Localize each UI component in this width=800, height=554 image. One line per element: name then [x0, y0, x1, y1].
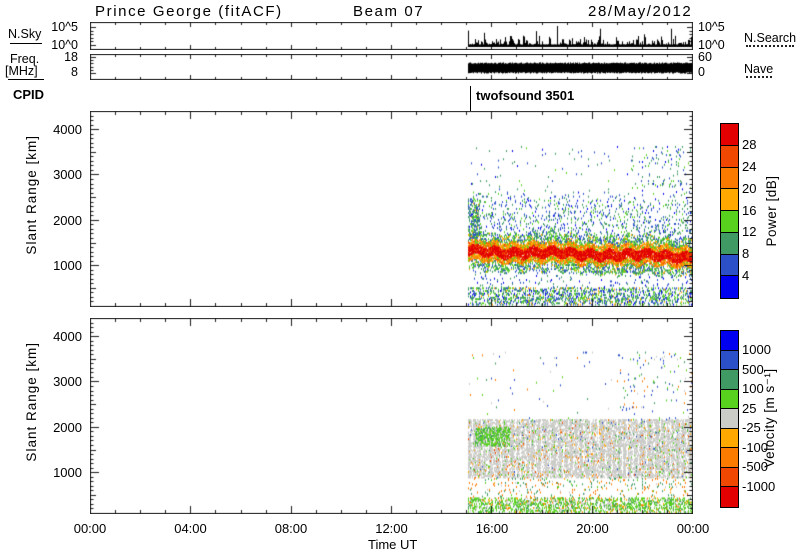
- range-tick-label: 2000: [53, 212, 82, 228]
- velocity-colorbar-tick-label: -100: [742, 439, 769, 455]
- velocity-colorbar-segment: [721, 370, 738, 390]
- velocity-colorbar-segment: [721, 409, 738, 429]
- time-tick-label: 12:00: [375, 521, 408, 536]
- velocity-colorbar-tick-label: -1000: [742, 478, 776, 494]
- velocity-colorbar-tick-label: -500: [742, 459, 769, 475]
- range-tick-label: 1000: [53, 258, 82, 274]
- velocity-colorbar-segment: [721, 448, 738, 468]
- power-colorbar-segment: [721, 211, 738, 233]
- power-panel-canvas: [90, 111, 693, 307]
- velocity-colorbar-segment: [721, 350, 738, 371]
- nsearch-tick-top: 10^5: [698, 20, 725, 34]
- freq-axis-label-1: Freq.: [10, 52, 40, 66]
- time-tick-label: 04:00: [174, 521, 207, 536]
- cpid-annotation: twofsound 3501: [476, 88, 575, 103]
- nsky-tick-bottom: 10^0: [51, 38, 78, 52]
- velocity-colorbar-tick-label: 500: [742, 361, 764, 377]
- nave-tick-bottom: 0: [698, 65, 705, 79]
- nsearch-linestyle-key: [746, 45, 794, 47]
- power-colorbar-segment: [721, 254, 738, 277]
- nsearch-axis-label: N.Search: [744, 31, 797, 45]
- time-tick-label: 00:00: [73, 521, 107, 536]
- nsky-linestyle-key: [10, 43, 42, 44]
- velocity-colorbar-tick-label: -25: [742, 420, 761, 436]
- power-colorbar-title: Power [dB]: [764, 175, 779, 247]
- velocity-colorbar-segment: [721, 467, 738, 488]
- power-colorbar: [720, 123, 739, 299]
- time-tick-label: 20:00: [576, 521, 609, 536]
- power-colorbar-tick-label: 16: [742, 202, 757, 218]
- radar-title: Prince George (fitACF): [95, 3, 283, 20]
- power-colorbar-tick-label: 20: [742, 180, 757, 196]
- time-tick-label: 00:00: [676, 521, 710, 536]
- velocity-colorbar-segment: [721, 487, 738, 507]
- time-tick-label: 16:00: [475, 521, 509, 536]
- nave-linestyle-key: [746, 76, 772, 78]
- nsky-tick-top: 10^5: [51, 20, 78, 34]
- power-colorbar-segment: [721, 145, 738, 168]
- cpid-start-tick: [470, 86, 472, 111]
- power-colorbar-tick-label: 24: [742, 159, 757, 174]
- power-colorbar-tick-label: 28: [742, 137, 757, 153]
- range-tick-label: 3000: [53, 167, 82, 183]
- velocity-colorbar-segment: [721, 428, 738, 449]
- nave-tick-top: 60: [698, 50, 712, 64]
- power-colorbar-segment: [721, 276, 738, 298]
- nsky-axis-label: N.Sky: [8, 27, 42, 41]
- velocity-colorbar: [720, 330, 739, 508]
- freq-tick-bottom: 8: [71, 65, 78, 79]
- velocity-colorbar-tick-label: 25: [742, 400, 757, 416]
- velocity-panel-canvas: [90, 318, 693, 514]
- date-label: 28/May/2012: [588, 3, 693, 20]
- power-colorbar-segment: [721, 232, 738, 255]
- freq-axis-label-2: [MHz]: [5, 64, 38, 78]
- velocity-colorbar-segment: [721, 389, 738, 410]
- range-tick-label: 4000: [53, 328, 82, 344]
- time-tick-label: 08:00: [274, 521, 308, 536]
- nsearch-tick-bottom: 10^0: [698, 38, 725, 52]
- range-tick-label: 3000: [53, 374, 82, 390]
- freq-panel-canvas: [90, 54, 693, 80]
- time-axis-title: Time UT: [368, 537, 418, 552]
- freq-linestyle-key: [8, 79, 44, 80]
- velocity-colorbar-segment: [721, 331, 738, 351]
- velocity-colorbar-tick-label: 1000: [742, 342, 771, 358]
- power-colorbar-segment: [721, 124, 738, 146]
- velocity-yaxis-title: Slant Range [km]: [24, 342, 39, 462]
- power-colorbar-segment: [721, 189, 738, 211]
- power-colorbar-tick-label: 4: [742, 267, 750, 283]
- power-yaxis-title: Slant Range [km]: [24, 135, 39, 255]
- range-tick-label: 4000: [53, 121, 82, 137]
- range-tick-label: 1000: [53, 465, 82, 481]
- nave-axis-label: Nave: [744, 62, 774, 76]
- power-colorbar-tick-label: 12: [742, 224, 757, 240]
- nsky-panel-canvas: [90, 22, 693, 50]
- velocity-colorbar-tick-label: 100: [742, 381, 764, 397]
- power-colorbar-segment: [721, 167, 738, 190]
- range-tick-label: 2000: [53, 419, 82, 435]
- power-colorbar-tick-label: 8: [742, 246, 750, 261]
- freq-tick-top: 18: [64, 50, 78, 64]
- cpid-label: CPID: [13, 87, 45, 102]
- beam-label: Beam 07: [353, 3, 425, 20]
